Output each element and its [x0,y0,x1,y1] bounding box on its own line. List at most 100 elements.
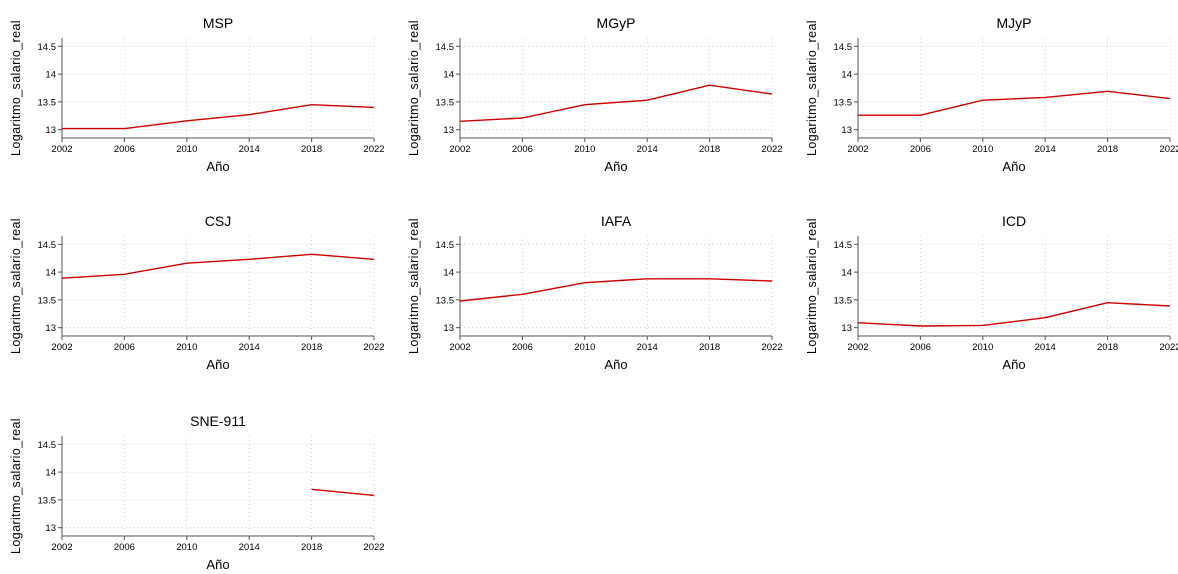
panel-title: MSP [203,15,233,31]
y-tick-label: 13.5 [436,97,455,108]
panel-iafa: IAFA 13 13.5 14 14.5 2002 2006 2010 2014 2018 2022… [407,213,783,372]
x-tick-label: 2018 [1097,144,1118,155]
x-tick-label: 2010 [574,342,595,353]
x-tick-label: 2002 [51,342,72,353]
x-tick-label: 2022 [363,144,384,155]
y-tick-label: 13 [45,523,56,534]
series-line [858,90,1171,116]
x-tick-label: 2002 [847,342,868,353]
panel-icd: ICD 13 13.5 14 14.5 2002 2006 2010 2014 2018 2022 A… [805,213,1178,372]
y-tick-label: 13 [45,323,56,334]
x-tick-label: 2014 [239,542,260,553]
series-line [61,253,375,279]
y-tick-label: 14.5 [834,240,853,251]
x-tick-label: 2022 [363,542,384,553]
panel-mgyp: MGyP 13 13.5 14 14.5 2002 2006 2010 2014 2018 2022… [407,15,783,174]
panel-csj: CSJ 13 13.5 14 14.5 2002 2006 2010 2014 2018 2022 A… [9,213,385,372]
panel-title: ICD [1002,213,1026,229]
y-tick-label: 14 [841,70,852,81]
x-tick-label: 2022 [761,342,782,353]
x-tick-label: 2006 [910,144,931,155]
panel-title: SNE-911 [190,413,246,429]
y-tick-label: 13.5 [38,495,57,506]
x-tick-label: 2010 [176,144,197,155]
x-tick-label: 2018 [301,542,322,553]
y-tick-label: 14 [45,468,56,479]
y-tick-label: 14 [45,268,56,279]
y-axis-title: Logaritmo_salario_real [9,418,23,554]
y-tick-label: 13.5 [38,97,57,108]
y-axis-title: Logaritmo_salario_real [9,218,23,354]
y-tick-label: 13.5 [834,97,853,108]
panel-mjyp: MJyP 13 13.5 14 14.5 2002 2006 2010 2014 2018 2022… [805,15,1178,174]
x-tick-label: 2002 [51,542,72,553]
series-line [459,84,773,122]
x-tick-label: 2018 [301,144,322,155]
y-tick-label: 13 [841,125,852,136]
x-tick-label: 2006 [512,144,533,155]
y-tick-label: 13 [841,323,852,334]
y-tick-label: 14.5 [38,240,57,251]
panel-title: CSJ [205,213,231,229]
y-tick-label: 14 [443,268,454,279]
x-axis-title: Año [1002,357,1025,372]
x-axis-title: Año [604,159,627,174]
x-tick-label: 2018 [301,342,322,353]
x-tick-label: 2014 [1035,144,1056,155]
y-tick-label: 13.5 [834,295,853,306]
y-tick-label: 14.5 [834,42,853,53]
x-tick-label: 2022 [1159,144,1178,155]
x-axis-title: Año [206,357,229,372]
panel-msp: MSP 13 13.5 14 14.5 2002 2006 2010 2014 2018 2022 A… [9,15,385,174]
x-axis-title: Año [206,557,229,572]
y-tick-label: 14 [443,70,454,81]
y-axis-title: Logaritmo_salario_real [805,218,819,354]
y-axis-title: Logaritmo_salario_real [407,20,421,156]
x-tick-label: 2002 [449,342,470,353]
y-tick-label: 13 [443,125,454,136]
x-tick-label: 2006 [114,542,135,553]
y-axis-title: Logaritmo_salario_real [805,20,819,156]
y-tick-label: 13.5 [436,295,455,306]
x-tick-label: 2010 [972,342,993,353]
y-tick-label: 14 [841,268,852,279]
series-line [311,488,375,497]
x-tick-label: 2022 [1159,342,1178,353]
x-tick-label: 2014 [637,144,658,155]
x-tick-label: 2010 [574,144,595,155]
x-tick-label: 2014 [637,342,658,353]
x-axis-title: Año [604,357,627,372]
x-tick-label: 2022 [363,342,384,353]
x-tick-label: 2014 [1035,342,1056,353]
x-tick-label: 2018 [699,144,720,155]
x-tick-label: 2018 [1097,342,1118,353]
y-tick-label: 14.5 [38,440,57,451]
series-line [459,278,773,302]
x-tick-label: 2002 [847,144,868,155]
y-tick-label: 14.5 [436,42,455,53]
y-tick-label: 14 [45,70,56,81]
y-tick-label: 14.5 [436,240,455,251]
x-tick-label: 2010 [176,542,197,553]
x-axis-title: Año [1002,159,1025,174]
panel-title: IAFA [601,213,632,229]
panel-title: MJyP [997,15,1032,31]
y-tick-label: 13 [443,323,454,334]
x-tick-label: 2002 [449,144,470,155]
x-tick-label: 2006 [114,144,135,155]
x-tick-label: 2010 [176,342,197,353]
y-tick-label: 13 [45,125,56,136]
series-line [857,302,1171,327]
x-tick-label: 2014 [239,342,260,353]
x-tick-label: 2018 [699,342,720,353]
x-tick-label: 2006 [114,342,135,353]
x-tick-label: 2006 [910,342,931,353]
panel-sne-911: SNE-911 13 13.5 14 14.5 2002 2006 2010 2014 2018 2… [9,413,385,572]
x-tick-label: 2022 [761,144,782,155]
y-tick-label: 14.5 [38,42,57,53]
series-line [62,103,375,130]
x-tick-label: 2014 [239,144,260,155]
x-tick-label: 2010 [972,144,993,155]
y-axis-title: Logaritmo_salario_real [407,218,421,354]
